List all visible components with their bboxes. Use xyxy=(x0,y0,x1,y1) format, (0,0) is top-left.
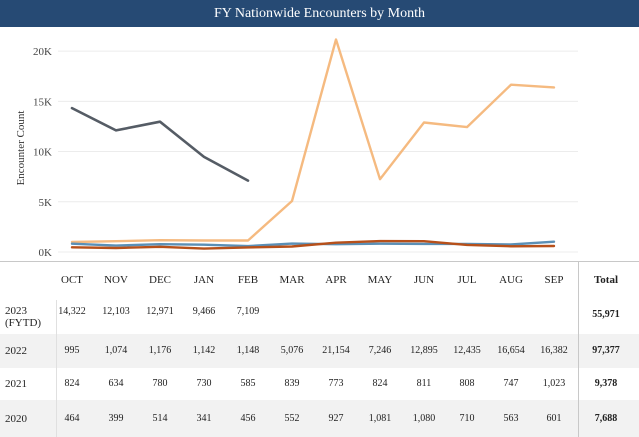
table-cell: 9,466 xyxy=(192,306,216,317)
table-cell: 16,382 xyxy=(540,345,568,356)
table-cell: 16,654 xyxy=(497,345,525,356)
table-cell: 824 xyxy=(64,378,80,389)
table-row: 2023 (FYTD) 14,322 12,103 12,971 9,466 7,109 55… xyxy=(0,300,639,334)
total-header: Total xyxy=(593,274,619,286)
table-header-row: OCT NOV DEC JAN FEB MAR APR MAY JUN JUL AUG SEP Tota… xyxy=(0,262,639,300)
table-cell: 1,074 xyxy=(104,345,128,356)
table-cell: 710 xyxy=(459,412,475,424)
table-cell: 808 xyxy=(459,378,475,389)
table-cell: 552 xyxy=(284,412,300,424)
x-tick-label: MAY xyxy=(367,274,393,286)
row-year-label: 2022 xyxy=(5,345,27,357)
x-tick-label: JUN xyxy=(413,274,435,286)
series-line-2023 xyxy=(70,106,250,182)
row-year-line2: (FYTD) xyxy=(5,317,42,329)
row-total: 7,688 xyxy=(594,412,618,424)
table-cell: 1,176 xyxy=(148,345,172,356)
x-tick-label: FEB xyxy=(237,274,259,286)
table-cell: 824 xyxy=(372,378,388,389)
row-total: 97,377 xyxy=(592,345,620,356)
table-cell: 12,103 xyxy=(102,306,130,317)
table-cell: 1,081 xyxy=(368,412,392,424)
table-cell: 927 xyxy=(328,412,344,424)
table-cell: 1,148 xyxy=(236,345,260,356)
x-tick-label: MAR xyxy=(279,274,305,286)
y-tick-label: 0K xyxy=(39,247,53,259)
y-tick-label: 20K xyxy=(33,46,52,58)
table-cell: 12,895 xyxy=(410,345,438,356)
x-tick-label: APR xyxy=(325,274,347,286)
axis-separator xyxy=(0,261,639,262)
table-cell: 995 xyxy=(64,345,80,356)
table-cell: 780 xyxy=(152,378,168,389)
x-tick-label: JUL xyxy=(457,274,477,286)
table-cell: 21,154 xyxy=(322,345,350,356)
table-cell: 5,076 xyxy=(280,345,304,356)
x-tick-label: JAN xyxy=(193,274,215,286)
table-cell: 12,435 xyxy=(453,345,481,356)
table-cell: 399 xyxy=(108,412,124,424)
y-tick-label: 15K xyxy=(33,96,52,108)
table-cell: 811 xyxy=(416,378,432,389)
table-cell: 514 xyxy=(152,412,168,424)
table-cell: 1,142 xyxy=(192,345,216,356)
table-cell: 1,023 xyxy=(542,378,566,389)
table-cell: 341 xyxy=(196,412,212,424)
table-cell: 1,080 xyxy=(412,412,436,424)
table-cell: 464 xyxy=(64,412,80,424)
row-year-line1: 2023 xyxy=(5,305,27,317)
line-chart: 0K 5K 10K 15K 20K xyxy=(33,38,578,259)
year-column-separator xyxy=(56,300,57,437)
x-tick-label: NOV xyxy=(104,274,128,286)
x-tick-label: DEC xyxy=(149,274,171,286)
y-axis-label: Encounter Count xyxy=(15,110,27,186)
table-cell: 7,246 xyxy=(368,345,392,356)
table-cell: 747 xyxy=(503,378,519,389)
series-line-2020 xyxy=(70,239,556,250)
y-tick-label: 5K xyxy=(39,197,53,209)
table-cell: 14,322 xyxy=(58,306,86,317)
table-cell: 634 xyxy=(108,378,124,389)
row-total: 9,378 xyxy=(594,378,618,389)
table-cell: 730 xyxy=(196,378,212,389)
table-row: 2022 995 1,074 1,176 1,142 1,148 5,076 21,154 7,… xyxy=(0,334,639,368)
y-tick-label: 10K xyxy=(33,147,52,159)
table-row: 2021 824 634 780 730 585 839 773 824 811 808 747 1,0… xyxy=(0,368,639,400)
table-cell: 7,109 xyxy=(236,306,260,317)
x-tick-label: AUG xyxy=(499,274,523,286)
table-row: 2020 464 399 514 341 456 552 927 1,081 1,080 710 56… xyxy=(0,400,639,437)
row-total: 55,971 xyxy=(592,309,620,320)
chart-title: FY Nationwide Encounters by Month xyxy=(0,0,639,27)
row-year-label: 2023 (FYTD) xyxy=(5,305,41,329)
total-column-separator xyxy=(578,262,579,437)
table-cell: 456 xyxy=(240,412,256,424)
row-year-label: 2020 xyxy=(5,412,27,425)
table-cell: 601 xyxy=(546,412,562,424)
table-cell: 585 xyxy=(240,378,256,389)
series-line-2022 xyxy=(70,38,556,244)
x-tick-label: OCT xyxy=(61,274,83,286)
x-tick-label: SEP xyxy=(544,274,564,286)
table-cell: 839 xyxy=(284,378,300,389)
table-cell: 12,971 xyxy=(146,306,174,317)
table-cell: 773 xyxy=(328,378,344,389)
table-cell: 563 xyxy=(503,412,519,424)
row-year-label: 2021 xyxy=(5,378,27,390)
